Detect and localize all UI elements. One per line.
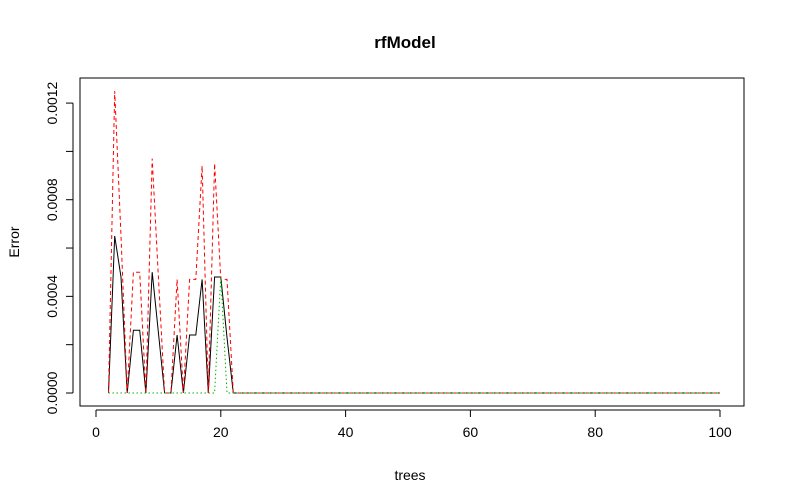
x-tick-label: 0: [92, 424, 100, 440]
y-axis: 0.0000 0.0004 0.0008 0.0012: [44, 81, 74, 414]
y-axis-label: Error: [6, 226, 22, 257]
x-tick-label: 60: [463, 424, 479, 440]
chart-title: rfModel: [374, 33, 435, 52]
x-axis: 0 20 40 60 80 100: [92, 409, 732, 440]
x-axis-label: trees: [394, 467, 425, 483]
series-line-2: [108, 90, 720, 394]
series-layer: [108, 90, 720, 394]
series-line-1: [108, 235, 720, 394]
x-tick-label: 20: [213, 424, 229, 440]
y-tick-label: 0.0008: [44, 178, 60, 221]
y-tick-label: 0.0004: [44, 275, 60, 318]
x-tick-label: 80: [587, 424, 603, 440]
y-tick-label: 0.0012: [44, 81, 60, 124]
y-tick-label: 0.0000: [44, 371, 60, 414]
x-tick-label: 100: [708, 424, 732, 440]
x-tick-label: 40: [338, 424, 354, 440]
plot-frame: [79, 77, 745, 407]
